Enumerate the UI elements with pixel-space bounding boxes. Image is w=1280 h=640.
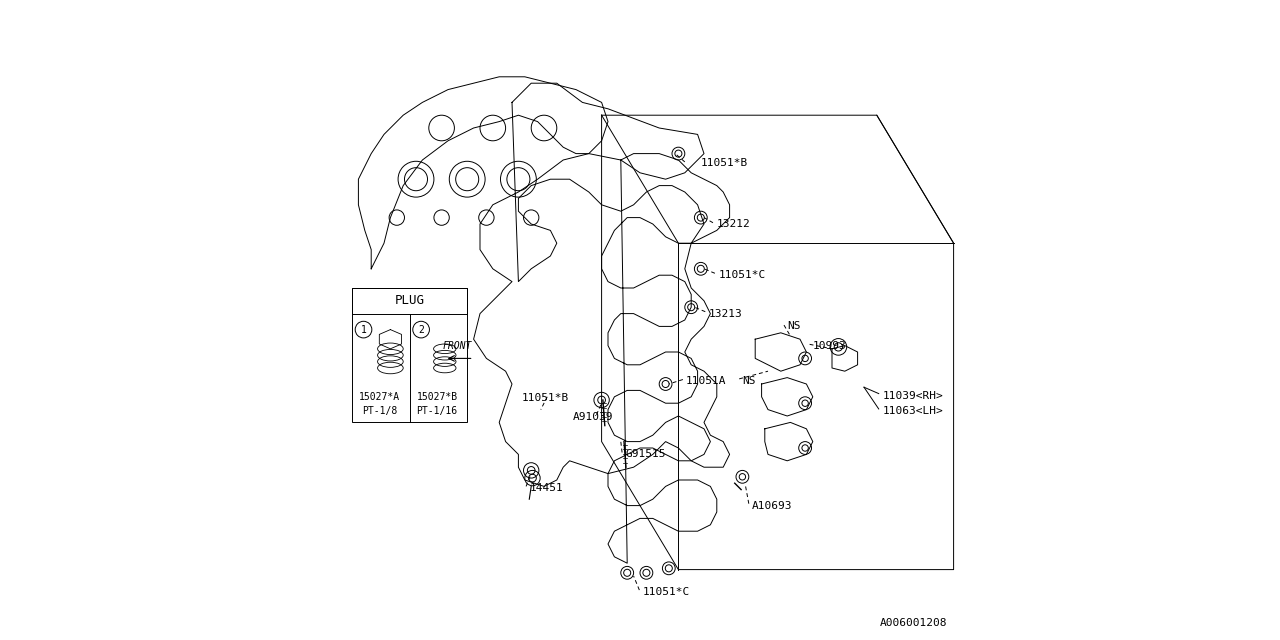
Bar [352,288,467,314]
Text: 11051*C: 11051*C [719,270,765,280]
Text: 11051*C: 11051*C [644,587,690,597]
Text: 13212: 13212 [717,219,750,229]
Text: PLUG: PLUG [394,294,425,307]
Text: 15027*B: 15027*B [416,392,458,402]
Text: 11051A: 11051A [686,376,727,386]
Text: PT-1/16: PT-1/16 [416,406,458,416]
Text: 10993: 10993 [813,340,846,351]
Text: 11063<LH>: 11063<LH> [883,406,943,416]
Text: 11039<RH>: 11039<RH> [883,390,943,401]
Text: PT-1/8: PT-1/8 [362,406,397,416]
Text: NS: NS [787,321,801,332]
Text: 11051*B: 11051*B [701,158,748,168]
Text: 14451: 14451 [530,483,563,493]
Text: 11051*B: 11051*B [522,393,568,403]
Text: G91515: G91515 [626,449,667,460]
Text: 2: 2 [419,324,424,335]
Bar [352,288,467,422]
Text: 1: 1 [361,324,366,335]
Text: FRONT: FRONT [443,340,472,351]
Text: A006001208: A006001208 [879,618,947,628]
Text: NS: NS [742,376,756,386]
Text: 15027*A: 15027*A [358,392,401,402]
Text: A10693: A10693 [753,500,792,511]
Text: 13213: 13213 [709,308,742,319]
Text: A91039: A91039 [573,412,613,422]
